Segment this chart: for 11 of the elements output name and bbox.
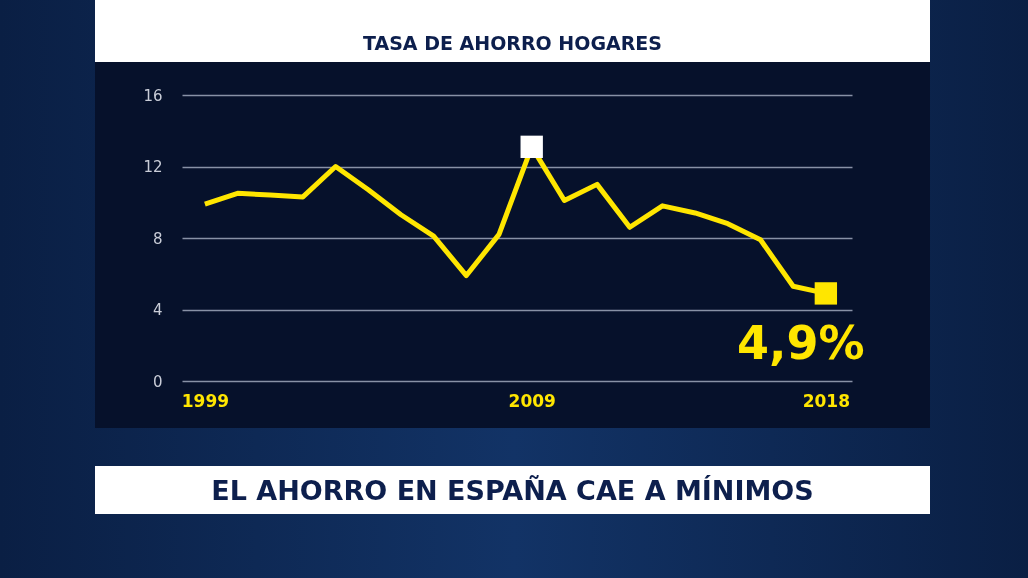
y-tick-label: 12: [143, 158, 163, 176]
annotation: 4,9%: [737, 316, 865, 371]
y-tick-label: 4: [152, 301, 163, 319]
y-tick-label: 16: [143, 86, 163, 105]
y-tick-label: 0: [152, 372, 163, 391]
x-tick-label: 1999: [181, 390, 230, 411]
y-tick-label: 8: [152, 229, 163, 248]
x-tick-label: 2009: [508, 390, 556, 411]
text: EL AHORRO EN ESPAÑA CAE A MÍNIMOS: [95, 466, 930, 514]
chart-title: TASA DE AHORRO HOGARES: [95, 0, 930, 62]
x-tick-label: 2018: [802, 390, 851, 411]
